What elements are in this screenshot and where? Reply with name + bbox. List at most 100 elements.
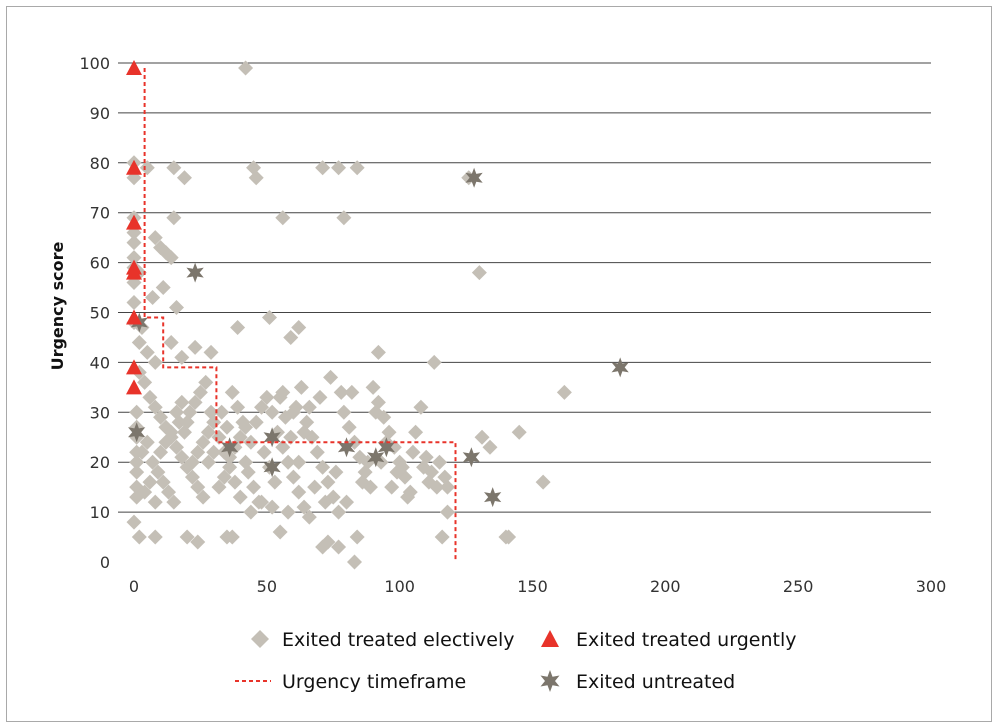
elective-point bbox=[147, 494, 163, 510]
elective-point bbox=[267, 474, 283, 490]
legend-label-urgent: Exited treated urgently bbox=[576, 629, 796, 651]
urgent-point bbox=[126, 264, 142, 280]
elective-point bbox=[240, 464, 256, 480]
elective-point bbox=[150, 464, 166, 480]
elective-point bbox=[426, 354, 442, 370]
elective-point bbox=[312, 389, 328, 405]
elective-point bbox=[291, 454, 307, 470]
elective-point bbox=[264, 404, 280, 420]
elective-point bbox=[238, 60, 254, 76]
legend: Exited treated electively Exited treated… bbox=[235, 629, 796, 693]
elective-point bbox=[126, 514, 142, 530]
elective-point bbox=[384, 479, 400, 495]
elective-point bbox=[137, 374, 153, 390]
elective-point bbox=[158, 434, 174, 450]
elective-point bbox=[309, 444, 325, 460]
series-elective bbox=[126, 60, 572, 570]
elective-point bbox=[131, 529, 147, 545]
elective-point bbox=[336, 404, 352, 420]
elective-point bbox=[174, 349, 190, 365]
elective-point bbox=[246, 479, 262, 495]
star-shape bbox=[540, 670, 560, 692]
x-axis-ticks: 0 50 100 150 200 250 300 bbox=[129, 577, 946, 596]
legend-star-icon bbox=[540, 670, 560, 692]
elective-point bbox=[169, 439, 185, 455]
y-tick-label: 80 bbox=[90, 154, 110, 173]
elective-point bbox=[153, 444, 169, 460]
elective-point bbox=[222, 459, 238, 475]
elective-point bbox=[482, 439, 498, 455]
elective-point bbox=[280, 504, 296, 520]
elective-point bbox=[163, 334, 179, 350]
elective-point bbox=[291, 484, 307, 500]
elective-point bbox=[227, 474, 243, 490]
elective-point bbox=[331, 160, 347, 176]
elective-point bbox=[275, 384, 291, 400]
elective-point bbox=[216, 469, 232, 485]
elective-point bbox=[219, 419, 235, 435]
elective-point bbox=[283, 429, 299, 445]
elective-point bbox=[336, 210, 352, 226]
elective-point bbox=[301, 399, 317, 415]
elective-point bbox=[203, 344, 219, 360]
untreated-point bbox=[377, 437, 395, 458]
x-tick-label: 200 bbox=[650, 577, 681, 596]
elective-point bbox=[190, 534, 206, 550]
legend-diamond-icon bbox=[251, 630, 269, 648]
elective-point bbox=[126, 250, 142, 266]
elective-point bbox=[190, 479, 206, 495]
elective-point bbox=[283, 329, 299, 345]
elective-point bbox=[142, 474, 158, 490]
y-tick-label: 50 bbox=[90, 304, 110, 323]
elective-point bbox=[328, 464, 344, 480]
elective-point bbox=[474, 429, 490, 445]
series-untreated bbox=[128, 167, 629, 508]
untreated-point bbox=[611, 357, 629, 378]
elective-point bbox=[129, 404, 145, 420]
untreated-point bbox=[221, 437, 239, 458]
elective-point bbox=[222, 449, 238, 465]
elective-point bbox=[323, 369, 339, 385]
elective-point bbox=[535, 474, 551, 490]
elective-point bbox=[275, 210, 291, 226]
x-tick-label: 100 bbox=[384, 577, 415, 596]
elective-point bbox=[187, 394, 203, 410]
elective-point bbox=[400, 489, 416, 505]
elective-point bbox=[153, 409, 169, 425]
elective-point bbox=[129, 454, 145, 470]
elective-point bbox=[238, 419, 254, 435]
elective-point bbox=[145, 290, 161, 306]
elective-point bbox=[243, 504, 259, 520]
elective-point bbox=[190, 444, 206, 460]
elective-point bbox=[145, 454, 161, 470]
elective-point bbox=[368, 404, 384, 420]
elective-point bbox=[184, 469, 200, 485]
legend-label-elective: Exited treated electively bbox=[282, 629, 514, 651]
elective-point bbox=[432, 454, 448, 470]
elective-point bbox=[354, 474, 370, 490]
elective-point bbox=[166, 160, 182, 176]
elective-point bbox=[333, 384, 349, 400]
elective-point bbox=[184, 454, 200, 470]
elective-point bbox=[320, 474, 336, 490]
elective-point bbox=[315, 160, 331, 176]
elective-point bbox=[556, 384, 572, 400]
elective-point bbox=[179, 414, 195, 430]
elective-point bbox=[285, 469, 301, 485]
y-tick-label: 100 bbox=[79, 54, 110, 73]
elective-point bbox=[195, 434, 211, 450]
series-timeframe bbox=[143, 68, 457, 562]
elective-point bbox=[139, 434, 155, 450]
elective-point bbox=[261, 309, 277, 325]
elective-point bbox=[131, 334, 147, 350]
elective-point bbox=[147, 230, 163, 246]
elective-point bbox=[498, 529, 514, 545]
elective-point bbox=[230, 319, 246, 335]
y-tick-label: 30 bbox=[90, 403, 110, 422]
elective-point bbox=[232, 429, 248, 445]
elective-point bbox=[142, 389, 158, 405]
urgent-point bbox=[126, 359, 142, 375]
elective-point bbox=[285, 404, 301, 420]
elective-point bbox=[339, 494, 355, 510]
elective-point bbox=[214, 404, 230, 420]
